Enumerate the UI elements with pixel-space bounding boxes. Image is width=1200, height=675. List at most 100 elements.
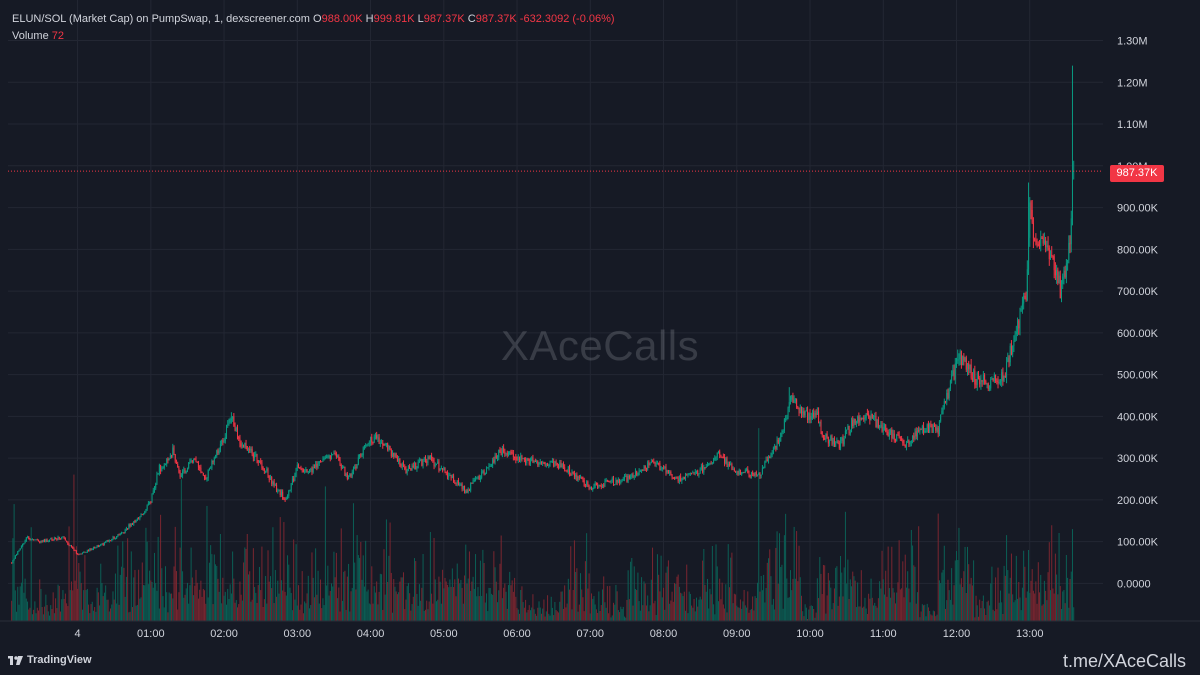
volume-bar <box>634 588 636 621</box>
volume-bar <box>722 604 724 621</box>
volume-bar <box>763 574 765 621</box>
volume-bar <box>532 594 534 621</box>
volume-bar <box>606 586 608 621</box>
candle-body <box>473 480 475 482</box>
candle-body <box>252 454 254 458</box>
volume-bar <box>777 583 779 621</box>
volume-bar <box>107 599 109 621</box>
candle-body <box>444 467 446 473</box>
volume-bar <box>807 618 809 621</box>
volume-bar <box>529 610 531 621</box>
volume-bar <box>94 607 96 621</box>
candle-body <box>932 424 934 433</box>
candle-body <box>304 471 306 473</box>
candle-body <box>106 540 108 542</box>
candle-body <box>185 471 187 473</box>
volume-bar <box>808 609 810 621</box>
volume-bar <box>970 577 972 621</box>
volume-bar <box>175 571 177 621</box>
volume-bar <box>584 561 586 621</box>
low-label: L <box>417 13 424 25</box>
candle-body <box>257 460 259 463</box>
volume-bar <box>1045 590 1047 621</box>
volume-bar <box>327 565 329 621</box>
candle-body <box>41 540 43 542</box>
volume-bar <box>460 579 462 621</box>
candle-body <box>1054 270 1056 276</box>
candle-body <box>378 437 380 444</box>
candle-body <box>803 411 805 416</box>
candle-body <box>298 464 300 468</box>
candle-body <box>487 467 489 469</box>
candle-body <box>516 459 518 461</box>
volume-bar <box>1010 553 1012 621</box>
candle-body <box>383 444 385 446</box>
volume-bar <box>674 583 676 621</box>
candle-body <box>612 478 614 485</box>
volume-bar <box>467 578 469 621</box>
time-axis[interactable]: 4 01:00 02:00 03:00 04:00 05:00 06:00 07:00 08:0… <box>0 620 1200 640</box>
symbol-title[interactable]: ELUN/SOL (Market Cap) on PumpSwap, 1, de… <box>12 13 310 25</box>
volume-bar <box>238 604 240 621</box>
volume-bar <box>1018 582 1020 621</box>
volume-bar <box>290 593 292 621</box>
volume-bar <box>658 574 660 621</box>
candle-body <box>79 553 81 555</box>
volume-bar <box>567 578 569 621</box>
volume-bar <box>1056 574 1058 621</box>
volume-bar <box>241 600 243 621</box>
volume-bar <box>30 527 32 621</box>
candle-body <box>606 480 608 482</box>
volume-bar <box>775 547 777 621</box>
volume-bar <box>827 572 829 621</box>
volume-bar <box>923 605 925 621</box>
candle-body <box>301 468 303 470</box>
candle-body <box>566 471 568 473</box>
volume-bar <box>755 598 757 621</box>
volume-bar <box>628 599 630 621</box>
volume-bar <box>294 599 296 621</box>
candle-body <box>661 468 663 470</box>
candle-body <box>787 407 789 418</box>
volume-bar <box>111 604 113 621</box>
candle-body <box>760 474 762 476</box>
volume-bar <box>461 587 463 621</box>
volume-bar <box>838 596 840 621</box>
volume-bar <box>655 614 657 621</box>
candle-body <box>368 442 370 444</box>
channel-link[interactable]: t.me/XAceCalls <box>1062 651 1186 671</box>
volume-bar <box>439 581 441 621</box>
candle-body <box>947 392 949 398</box>
candle-body <box>188 462 190 469</box>
volume-bar <box>55 598 57 621</box>
candle-body <box>554 461 556 467</box>
candle-body <box>630 476 632 478</box>
candle-body <box>835 442 837 447</box>
volume-bar <box>361 579 363 621</box>
volume-bar <box>909 602 911 621</box>
candle-body <box>161 468 163 472</box>
volume-bar <box>666 566 668 621</box>
volume-bar <box>697 606 699 621</box>
volume-bar <box>49 615 51 621</box>
volume-bar <box>678 586 680 621</box>
volume-bar <box>664 609 666 621</box>
candle-body <box>149 501 151 504</box>
volume-bar <box>682 596 684 621</box>
candle-body <box>988 388 990 390</box>
volume-bar <box>332 586 334 621</box>
tradingview-logo[interactable]: TradingView <box>8 654 92 666</box>
volume-bar <box>100 563 102 621</box>
volume-bar <box>599 611 601 621</box>
volume-bar <box>1058 532 1060 621</box>
candle-body <box>746 468 748 471</box>
volume-bar <box>760 575 762 621</box>
candle-body <box>50 538 52 540</box>
candle-body <box>226 425 228 438</box>
candle-body <box>146 505 148 510</box>
volume-label[interactable]: Volume <box>12 30 49 42</box>
y-tick-label: 200.00K <box>1117 495 1159 507</box>
price-axis[interactable]: 1.30M1.20M1.10M1.00M900.00K800.00K700.00… <box>1117 36 1159 591</box>
candle-body <box>210 467 212 469</box>
